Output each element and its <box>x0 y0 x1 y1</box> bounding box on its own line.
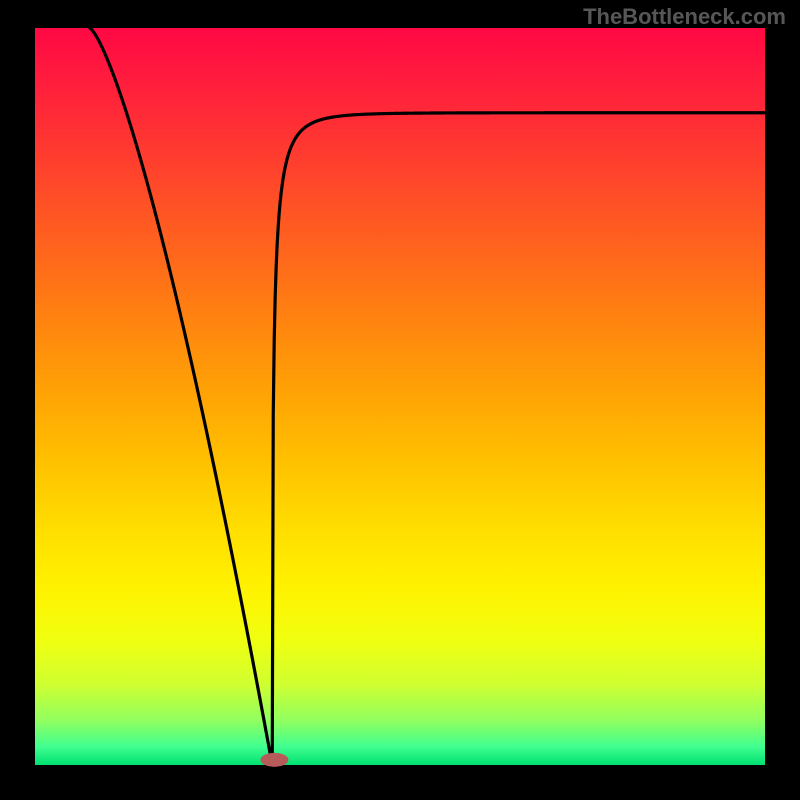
chart-gradient-bg <box>35 28 765 765</box>
chart-container: TheBottleneck.com <box>0 0 800 800</box>
chart-svg <box>0 0 800 800</box>
watermark-text: TheBottleneck.com <box>583 4 786 30</box>
optimal-point-marker <box>260 753 288 767</box>
